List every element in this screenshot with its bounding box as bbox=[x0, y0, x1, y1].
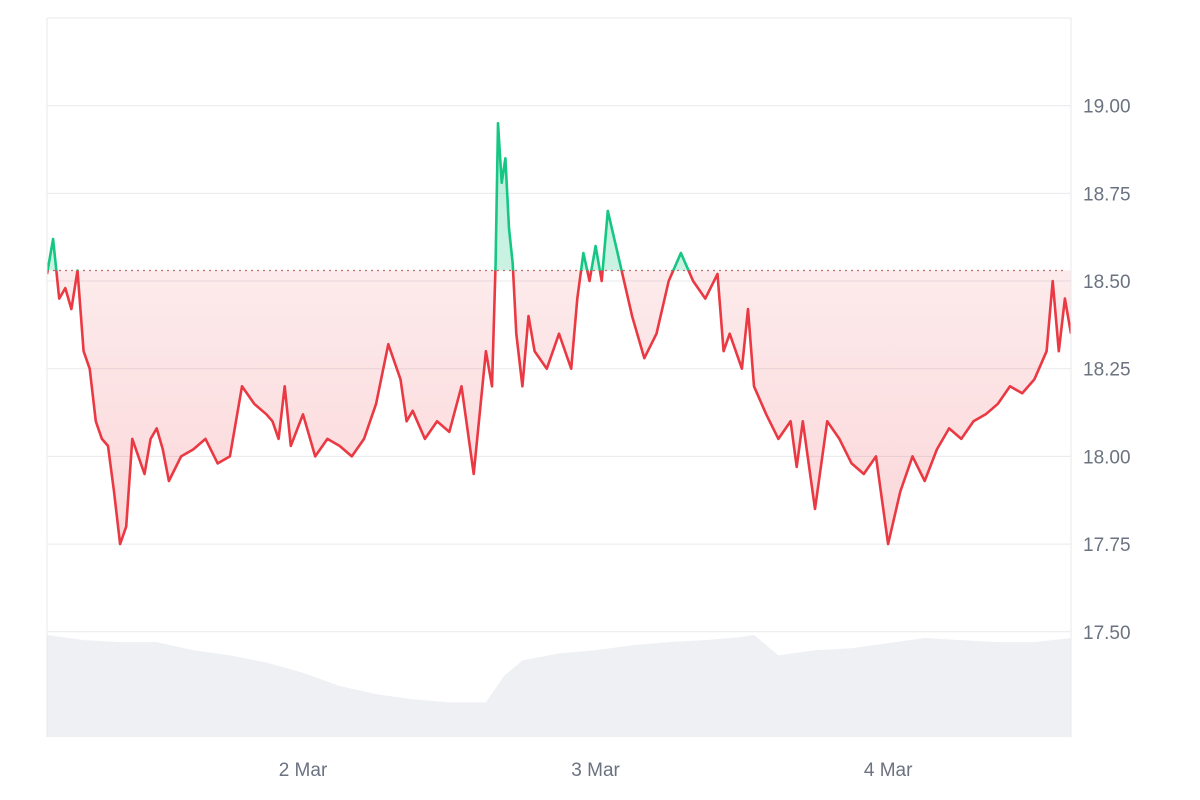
volume-area bbox=[47, 635, 1071, 737]
y-tick-label: 18.25 bbox=[1083, 360, 1131, 381]
price-line-below bbox=[47, 270, 1071, 546]
x-tick-label: 2 Mar bbox=[279, 760, 328, 781]
price-line-above bbox=[47, 121, 690, 271]
y-tick-label: 18.00 bbox=[1083, 447, 1131, 468]
y-tick-label: 18.75 bbox=[1083, 184, 1131, 205]
y-tick-label: 19.00 bbox=[1083, 97, 1131, 118]
plot-frame bbox=[46, 17, 1072, 737]
y-tick-label: 17.50 bbox=[1083, 623, 1131, 644]
below-baseline-fill bbox=[47, 270, 1071, 545]
x-tick-label: 3 Mar bbox=[571, 760, 620, 781]
x-tick-label: 4 Mar bbox=[864, 760, 913, 781]
y-tick-label: 17.75 bbox=[1083, 535, 1131, 556]
y-tick-label: 18.50 bbox=[1083, 272, 1131, 293]
x-axis: 2 Mar 3 Mar 4 Mar bbox=[279, 760, 913, 781]
price-line bbox=[47, 121, 1071, 546]
volume-bars bbox=[47, 635, 1071, 737]
price-fill bbox=[47, 123, 1071, 545]
y-axis: 19.00 18.75 18.50 18.25 18.00 17.75 17.50 bbox=[1083, 97, 1131, 644]
